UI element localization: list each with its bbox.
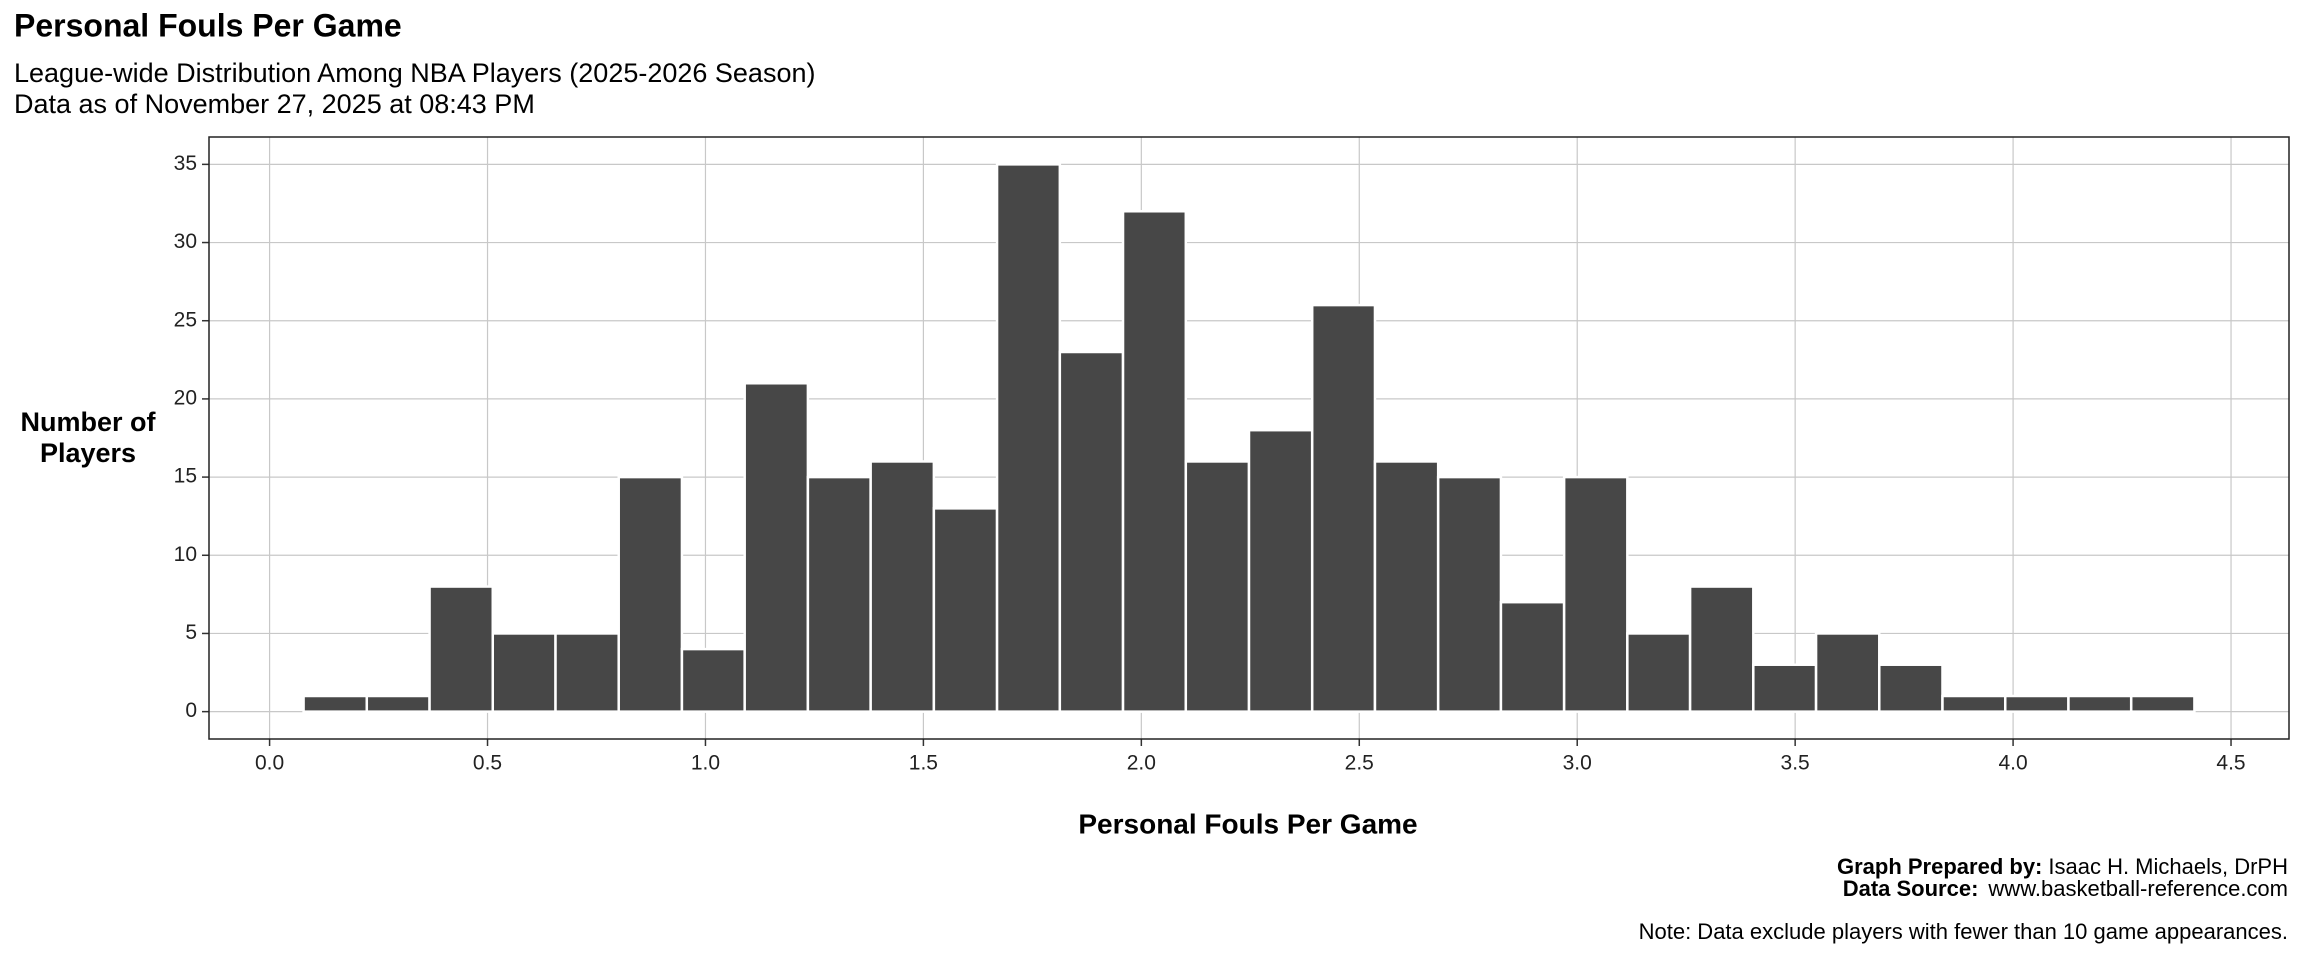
bar bbox=[1688, 585, 1755, 713]
bar bbox=[1058, 350, 1125, 713]
credit-label: Data Source: bbox=[1843, 876, 1979, 901]
bar bbox=[2129, 694, 2196, 713]
y-tick-label: 35 bbox=[174, 152, 197, 175]
bar bbox=[1499, 600, 1566, 713]
plot-border bbox=[208, 136, 2290, 740]
y-tick-label: 20 bbox=[174, 386, 197, 409]
bar bbox=[1814, 632, 1881, 713]
bar bbox=[1436, 475, 1503, 713]
y-axis-title: Players bbox=[40, 438, 136, 468]
bar bbox=[428, 585, 495, 713]
bar bbox=[869, 460, 936, 713]
x-tick-label: 0.5 bbox=[473, 752, 502, 775]
y-tick-label: 30 bbox=[174, 230, 197, 253]
y-tick-label: 25 bbox=[174, 308, 197, 331]
credit: Data Source: www.basketball-reference.com bbox=[1843, 876, 2288, 901]
y-axis-title: Number of bbox=[21, 407, 157, 437]
bar bbox=[1373, 460, 1440, 713]
y-tick-label: 10 bbox=[174, 543, 197, 566]
credit-text: www.basketball-reference.com bbox=[1987, 876, 2288, 901]
bar bbox=[1562, 475, 1629, 713]
y-tick-label: 15 bbox=[174, 465, 197, 488]
x-tick-label: 3.0 bbox=[1563, 752, 1592, 775]
bar bbox=[1310, 303, 1377, 713]
y-tick-label: 0 bbox=[185, 699, 197, 722]
bar bbox=[1752, 663, 1818, 713]
x-tick-label: 0.0 bbox=[255, 752, 284, 775]
credit-label: Graph Prepared by: bbox=[1837, 854, 2042, 879]
chart-title: Personal Fouls Per Game bbox=[14, 7, 402, 43]
bar bbox=[365, 694, 431, 713]
bar bbox=[806, 475, 872, 713]
y-tick-label: 5 bbox=[185, 621, 197, 644]
x-tick-label: 1.5 bbox=[909, 752, 938, 775]
x-tick-label: 2.5 bbox=[1345, 752, 1374, 775]
bar bbox=[2003, 694, 2070, 713]
bar bbox=[554, 632, 620, 713]
x-tick-label: 3.5 bbox=[1781, 752, 1810, 775]
bar bbox=[743, 382, 810, 713]
bar bbox=[1878, 663, 1944, 713]
bar bbox=[1184, 460, 1251, 713]
bar bbox=[1247, 428, 1314, 713]
bar bbox=[491, 632, 557, 713]
bar bbox=[617, 475, 684, 713]
bar bbox=[302, 694, 369, 713]
bar bbox=[995, 163, 1062, 713]
note: Note: Data exclude players with fewer th… bbox=[1639, 919, 2288, 944]
x-tick-label: 4.0 bbox=[1998, 752, 2027, 775]
x-tick-label: 4.5 bbox=[2216, 752, 2245, 775]
x-tick-label: 1.0 bbox=[691, 752, 720, 775]
chart-subtitle: Data as of November 27, 2025 at 08:43 PM bbox=[14, 89, 535, 119]
bar bbox=[1626, 632, 1692, 713]
chart-subtitle: League-wide Distribution Among NBA Playe… bbox=[14, 58, 815, 88]
bar bbox=[2067, 694, 2133, 713]
x-tick-label: 2.0 bbox=[1127, 752, 1156, 775]
bar bbox=[1941, 694, 2007, 713]
credit-text: Isaac H. Michaels, DrPH bbox=[2048, 854, 2288, 879]
x-axis-title: Personal Fouls Per Game bbox=[1078, 808, 1417, 839]
bar bbox=[680, 647, 746, 713]
bar bbox=[932, 507, 999, 713]
bar bbox=[1121, 210, 1188, 713]
credit: Graph Prepared by: Isaac H. Michaels, DrP… bbox=[1837, 854, 2288, 879]
